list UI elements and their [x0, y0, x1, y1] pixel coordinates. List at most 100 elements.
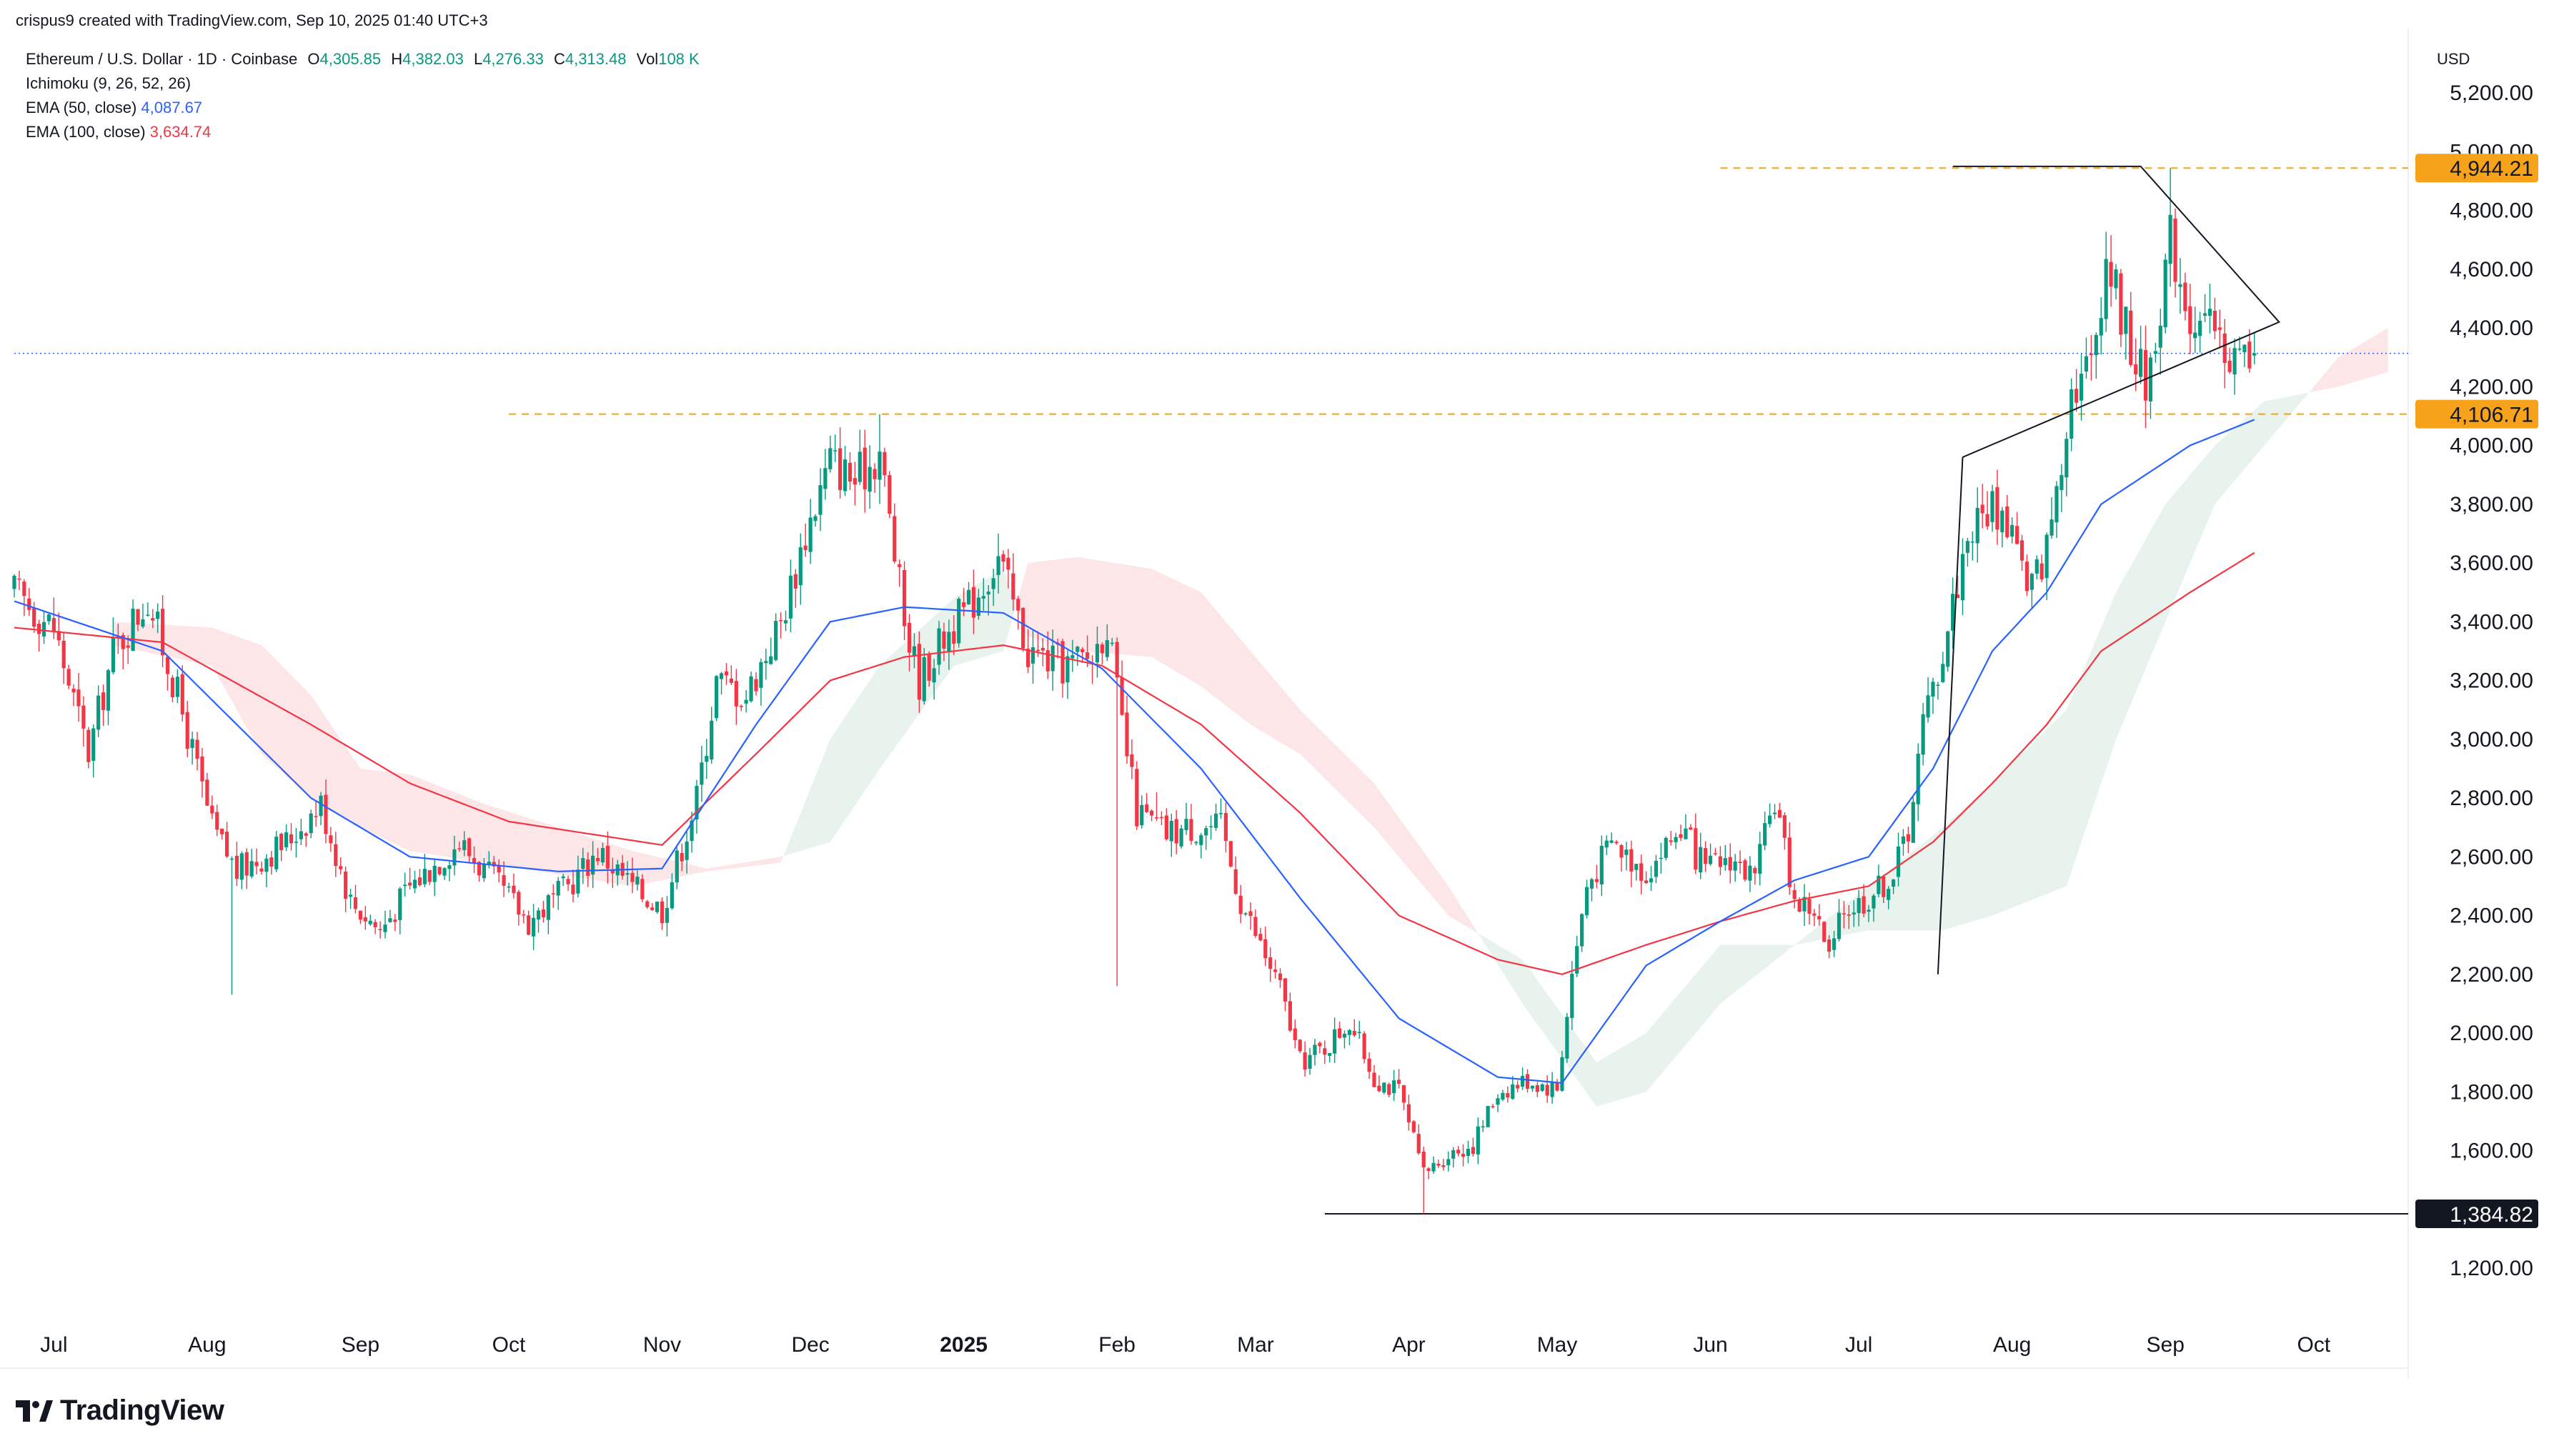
ema50-label: EMA (50, close) — [26, 99, 137, 116]
candle-body-384 — [1911, 802, 1915, 843]
candle-body-421 — [2094, 334, 2098, 356]
candle-body-64 — [329, 835, 333, 844]
candle-body-235 — [1174, 819, 1178, 844]
candle-body-363 — [1807, 899, 1812, 914]
candle-body-36 — [190, 739, 194, 748]
candle-body-284 — [1416, 1134, 1421, 1154]
candle-body-176 — [883, 452, 887, 476]
candle-body-26 — [141, 619, 145, 627]
candle-body-201 — [1006, 557, 1010, 570]
candle-body-436 — [2168, 214, 2172, 264]
candle-body-161 — [808, 517, 813, 552]
candle-body-40 — [210, 805, 214, 814]
candle-body-258 — [1288, 1001, 1292, 1031]
candle-body-158 — [793, 574, 797, 589]
candle-body-189 — [947, 632, 951, 652]
candle-body-186 — [932, 668, 936, 683]
candle-body-66 — [339, 866, 343, 869]
candle-body-134 — [675, 850, 679, 883]
candle-body-339 — [1689, 827, 1693, 830]
symbol-name[interactable]: Ethereum / U.S. Dollar · 1D · Coinbase — [26, 50, 298, 68]
candle-body-342 — [1704, 848, 1708, 864]
candle-body-446 — [2217, 327, 2222, 330]
candle-body-128 — [645, 901, 650, 907]
candle-body-178 — [893, 516, 897, 562]
ema50-legend[interactable]: EMA (50, close) 4,087.67 — [26, 99, 202, 117]
candle-body-170 — [853, 478, 857, 485]
price-tick-label: 3,000.00 — [2450, 728, 2533, 752]
price-tick-label: 4,000.00 — [2450, 434, 2533, 458]
candle-body-177 — [888, 475, 892, 514]
candle-body-407 — [2024, 562, 2029, 592]
candle-body-268 — [1337, 1028, 1342, 1038]
low-value: 4,276.33 — [482, 50, 544, 68]
candle-body-24 — [131, 609, 135, 652]
candle-body-30 — [161, 609, 165, 656]
chart-frame — [0, 29, 2409, 1379]
candle-body-247 — [1233, 869, 1238, 894]
candle-body-332 — [1654, 860, 1659, 877]
candle-body-199 — [996, 556, 1000, 575]
candle-body-54 — [279, 834, 284, 851]
candle-body-323 — [1609, 840, 1614, 843]
candle-body-361 — [1797, 899, 1802, 912]
month-label: Aug — [188, 1333, 226, 1357]
candle-body-296 — [1476, 1126, 1480, 1155]
month-label: Sep — [2147, 1333, 2185, 1357]
candle-body-449 — [2232, 348, 2237, 375]
candle-body-133 — [670, 882, 674, 909]
candle-body-432 — [2148, 357, 2153, 402]
candle-body-96 — [487, 862, 491, 864]
candle-body-20 — [111, 637, 115, 673]
candle-body-404 — [2010, 524, 2014, 537]
candle-body-309 — [1540, 1084, 1544, 1091]
candle-body-329 — [1639, 863, 1644, 881]
price-tick-label: 1,200.00 — [2450, 1257, 2533, 1280]
tradingview-brand[interactable]: TradingView — [16, 1395, 224, 1427]
candle-body-437 — [2173, 218, 2177, 282]
candle-body-279 — [1392, 1080, 1396, 1094]
candle-body-368 — [1832, 938, 1837, 950]
candle-body-249 — [1243, 913, 1248, 914]
candle-body-124 — [625, 873, 630, 875]
ema100-legend[interactable]: EMA (100, close) 3,634.74 — [26, 123, 211, 141]
month-label: Apr — [1392, 1333, 1426, 1357]
candle-body-419 — [2084, 356, 2089, 372]
candle-body-391 — [1946, 631, 1950, 667]
candle-body-163 — [818, 485, 823, 515]
candle-body-25 — [136, 609, 140, 625]
candle-body-17 — [96, 695, 101, 730]
candle-body-104 — [527, 915, 531, 935]
candle-body-254 — [1268, 957, 1273, 969]
candle-body-140 — [705, 756, 709, 762]
candle-body-373 — [1857, 898, 1861, 914]
candle-body-47 — [244, 852, 249, 876]
candle-body-149 — [749, 676, 753, 702]
candle-body-379 — [1887, 889, 1891, 900]
candle-body-180 — [903, 569, 907, 627]
candle-body-386 — [1921, 714, 1925, 755]
candle-body-344 — [1713, 853, 1718, 854]
candle-body-311 — [1550, 1082, 1554, 1097]
candle-body-239 — [1194, 842, 1198, 844]
currency-label[interactable]: USD — [2437, 50, 2470, 68]
candle-body-107 — [541, 909, 546, 918]
candle-body-322 — [1604, 840, 1609, 848]
candle-body-354 — [1763, 823, 1767, 846]
candle-body-427 — [2124, 306, 2128, 334]
ichimoku-legend[interactable]: Ichimoku (9, 26, 52, 26) — [26, 74, 191, 93]
symbol-legend: Ethereum / U.S. Dollar · 1D · Coinbase O… — [26, 50, 700, 69]
candle-body-67 — [344, 871, 348, 899]
candle-body-314 — [1565, 1017, 1569, 1059]
candle-body-69 — [353, 897, 358, 909]
candle-body-380 — [1892, 879, 1896, 887]
candle-body-390 — [1941, 664, 1945, 682]
level-badge-label: 1,384.82 — [2450, 1203, 2533, 1227]
candle-body-422 — [2099, 318, 2103, 336]
candle-body-137 — [690, 820, 694, 842]
candle-body-397 — [1975, 507, 1979, 544]
candle-body-98 — [497, 864, 501, 873]
candle-body-346 — [1723, 858, 1727, 865]
candle-body-138 — [695, 785, 699, 819]
